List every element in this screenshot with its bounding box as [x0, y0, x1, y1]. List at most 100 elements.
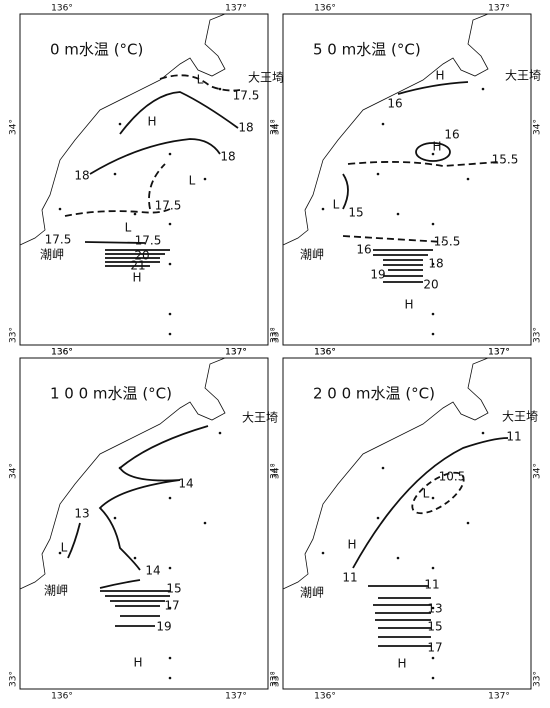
station — [133, 556, 137, 560]
map-panel: 5 0 m水温 (°C) 136° 136° 137° 137° 34° 34° 33° 33°… — [272, 4, 543, 358]
contour-label: 11 — [342, 571, 357, 585]
contour-label: 17 — [427, 641, 442, 655]
station — [466, 177, 470, 181]
contour-label: 19 — [156, 620, 171, 634]
station — [168, 676, 172, 680]
map-panel: 0 m水温 (°C) 136° 136° 137° 137° 34° 34° 33° 33° 大王… — [9, 4, 285, 358]
contour-label: 13 — [427, 602, 442, 616]
place-name: 大王埼 — [502, 410, 538, 424]
lon-label: 136° — [51, 348, 73, 358]
station — [396, 556, 400, 560]
contour-label: H — [347, 538, 356, 552]
place-name: 大王埼 — [242, 411, 278, 425]
panel-frame — [19, 13, 269, 346]
station — [321, 551, 325, 555]
contour-label: 15.5 — [434, 235, 461, 249]
isotherm — [397, 81, 469, 95]
contour-label: 14 — [145, 564, 160, 578]
isotherm — [342, 235, 444, 243]
lon-label: 137° — [488, 348, 510, 358]
contour-label: H — [404, 298, 413, 312]
contour-label: H — [397, 657, 406, 671]
isotherm — [105, 249, 170, 267]
contour-label: 15 — [166, 582, 181, 596]
contour-label: 10.5 — [439, 470, 466, 484]
contour-label: H — [432, 140, 441, 154]
station — [113, 172, 117, 176]
contour-label: H — [132, 271, 141, 285]
map-panel: 1 0 0 m水温 (°C) 136° 136° 137° 137° 34° 34° 33° 3… — [9, 348, 280, 702]
station — [381, 466, 385, 470]
contour-label: L — [61, 541, 68, 555]
panel-title: 0 m水温 (°C) — [50, 41, 143, 59]
isotherm — [347, 161, 499, 167]
lat-label: 33° — [270, 671, 280, 687]
lat-label: 34° — [533, 119, 543, 135]
contour-label: 17.5 — [135, 234, 162, 248]
contour-label: 16 — [444, 128, 459, 142]
lat-label: 34° — [270, 463, 280, 479]
coastline — [19, 13, 226, 246]
contour-label: 17.5 — [45, 233, 72, 247]
isotherm — [84, 241, 146, 244]
panel-frame — [282, 13, 532, 346]
panel-frame — [282, 357, 532, 690]
contour-label: 11 — [424, 578, 439, 592]
station — [431, 152, 435, 156]
contour-label: 15 — [427, 620, 442, 634]
station — [218, 87, 222, 91]
station — [431, 496, 435, 500]
contour-label: 18 — [428, 257, 443, 271]
contour-label: 16 — [387, 97, 402, 111]
station — [118, 466, 122, 470]
panel-frame — [19, 357, 269, 690]
isotherm — [352, 437, 509, 569]
lat-label: 33° — [533, 327, 543, 343]
station — [168, 606, 172, 610]
contour-label: 19 — [370, 268, 385, 282]
isotherm — [67, 522, 81, 559]
contour-label: 16 — [356, 243, 371, 257]
contour-label: 15 — [348, 206, 363, 220]
coastline — [282, 13, 489, 246]
lat-label: 33° — [9, 671, 19, 687]
isotherm — [411, 471, 465, 515]
lat-label: 34° — [272, 119, 282, 135]
place-name: 潮岬 — [40, 247, 64, 262]
lon-label: 137° — [225, 692, 247, 702]
contour-label: 18 — [238, 121, 253, 135]
station — [376, 172, 380, 176]
isotherm — [373, 249, 433, 283]
contour-label: 15.5 — [492, 153, 519, 167]
lon-label: 137° — [225, 348, 247, 358]
isotherm — [99, 579, 170, 627]
station — [431, 222, 435, 226]
place-name: 大王埼 — [248, 71, 284, 85]
lat-label: 34° — [270, 119, 280, 135]
lon-label: 136° — [51, 692, 73, 702]
contour-label: 20 — [134, 249, 149, 263]
station — [376, 516, 380, 520]
coastline — [19, 357, 226, 590]
contour-label: H — [147, 115, 156, 129]
contour-label: 17.5 — [155, 199, 182, 213]
station — [58, 551, 62, 555]
contour-label: 14 — [178, 477, 193, 491]
lon-label: 136° — [314, 692, 336, 702]
station — [118, 122, 122, 126]
lon-label: 136° — [314, 348, 336, 358]
contour-label: 18 — [74, 169, 89, 183]
contour-label: 11 — [506, 430, 521, 444]
station — [466, 521, 470, 525]
contour-label: H — [133, 656, 142, 670]
station — [431, 566, 435, 570]
lon-label: 137° — [225, 348, 247, 358]
contour-label: 18 — [220, 150, 235, 164]
contour-label: L — [423, 487, 430, 501]
contour-label: 17.5 — [233, 89, 260, 103]
station — [168, 312, 172, 316]
station — [321, 207, 325, 211]
map-panel: 2 0 0 m水温 (°C) 136° 136° 137° 137° 34° 34° 33° 3… — [272, 348, 543, 702]
station — [203, 521, 207, 525]
